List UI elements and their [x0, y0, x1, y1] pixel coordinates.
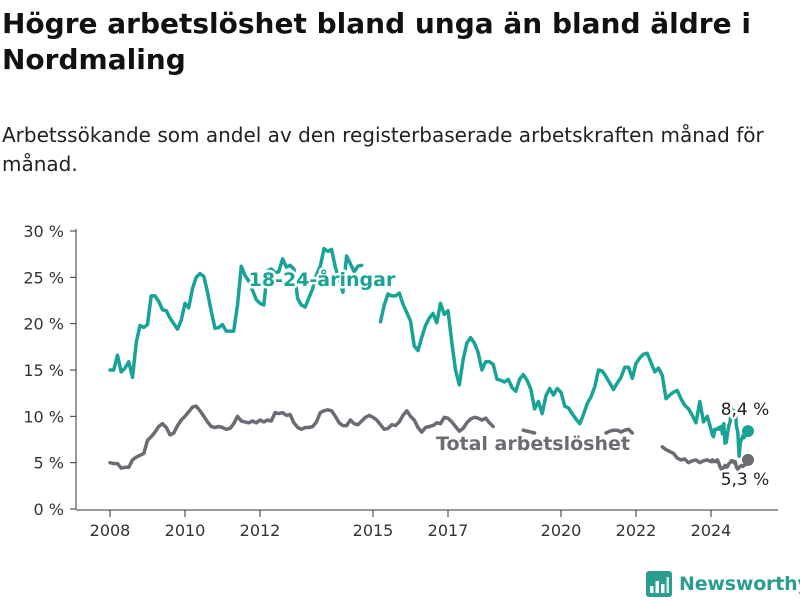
x-tick-label: 2024 [691, 521, 732, 540]
y-tick-label: 15 % [23, 361, 64, 380]
y-tick-label: 0 % [34, 500, 64, 519]
svg-text:5,3 %: 5,3 % [721, 470, 770, 490]
series-line-total [660, 445, 750, 471]
x-tick-label: 2012 [240, 521, 281, 540]
x-axis: 2008 2010 2012 2015 2017 2020 2022 2024 [76, 509, 778, 540]
brand-name: Newsworthy [679, 573, 800, 595]
brand-logo[interactable]: Newsworthy [645, 570, 800, 598]
y-tick-label: 10 % [23, 407, 64, 426]
series-layer [108, 246, 754, 471]
svg-text:Total arbetslöshet: Total arbetslöshet [436, 433, 630, 455]
end-label-youth: 8,4 %8,4 % [718, 398, 772, 423]
x-tick-label: 2015 [353, 521, 394, 540]
series-line-total [604, 427, 635, 435]
series-line-total [108, 404, 495, 470]
end-point-youth [742, 425, 754, 438]
end-point-total [742, 453, 754, 466]
x-tick-label: 2022 [616, 521, 657, 540]
svg-text:5,3 %: 5,3 % [721, 470, 770, 490]
y-axis: 0 % 5 % 10 % 15 % 20 % 25 % 30 % [23, 222, 77, 519]
y-tick-label: 5 % [34, 454, 64, 473]
newsworthy-logo-icon [646, 571, 672, 597]
y-tick-label: 30 % [23, 222, 64, 241]
x-tick-label: 2010 [165, 521, 206, 540]
y-tick-label: 25 % [23, 268, 64, 287]
series-line-youth [108, 246, 364, 380]
series-line-total [521, 428, 537, 435]
y-tick-label: 20 % [23, 315, 64, 334]
svg-text:18-24-åringar: 18-24-åringar [249, 267, 396, 291]
x-tick-label: 2020 [541, 521, 582, 540]
svg-text:Total arbetslöshet: Total arbetslöshet [436, 433, 630, 455]
x-tick-label: 2008 [90, 521, 131, 540]
svg-text:18-24-åringar: 18-24-åringar [249, 267, 396, 291]
svg-text:8,4 %: 8,4 % [721, 400, 770, 420]
x-tick-label: 2017 [428, 521, 469, 540]
chart-title: Högre arbetslöshet bland unga än bland ä… [2, 7, 751, 76]
svg-text:8,4 %: 8,4 % [721, 400, 770, 420]
end-label-total: 5,3 %5,3 % [718, 468, 772, 493]
series-line-youth [378, 291, 750, 458]
chart-subtitle: Arbetssökande som andel av den registerb… [2, 123, 764, 176]
